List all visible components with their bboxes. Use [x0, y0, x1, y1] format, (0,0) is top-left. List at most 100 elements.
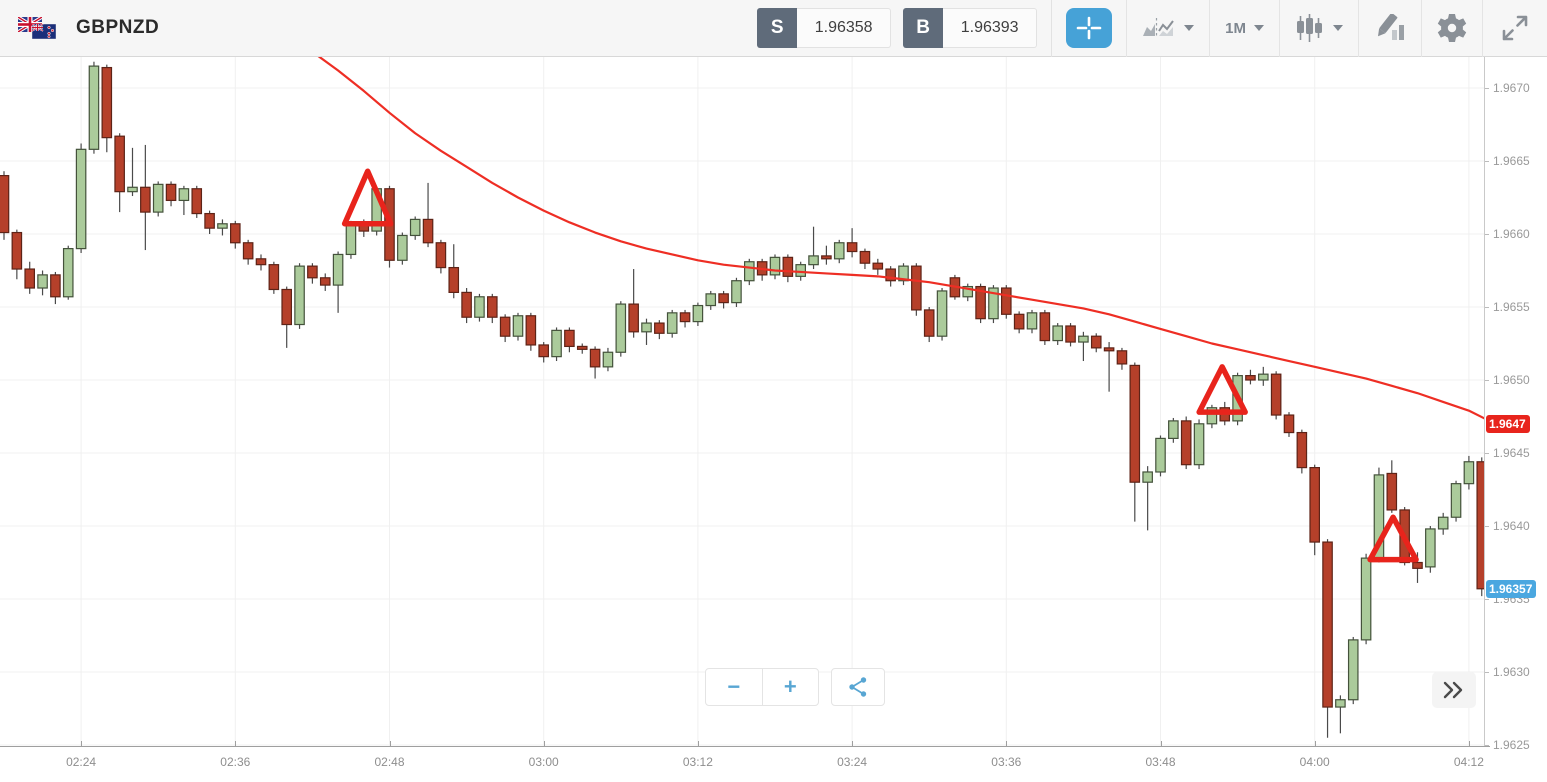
candle: [294, 263, 305, 329]
crosshair-button[interactable]: [1066, 8, 1113, 48]
price-axis-label: 1.9640: [1493, 519, 1530, 533]
sell-button[interactable]: S 1.96358: [757, 8, 892, 48]
candle: [332, 251, 344, 313]
time-axis-label: 02:48: [374, 755, 405, 769]
candle: [1270, 371, 1282, 420]
price-axis-label: 1.9655: [1493, 300, 1530, 314]
candle: [1257, 366, 1269, 386]
candle: [859, 248, 871, 270]
candle: [1129, 362, 1141, 522]
time-axis-tick: [1468, 741, 1470, 747]
time-axis-label: 04:12: [1453, 755, 1484, 769]
candle: [833, 239, 845, 264]
zoom-out-button[interactable]: −: [706, 669, 763, 705]
price-axis-label: 1.9645: [1493, 446, 1530, 460]
time-axis-tick: [697, 741, 699, 747]
candle: [936, 288, 948, 341]
time-axis-tick: [1160, 741, 1162, 747]
candle: [88, 61, 100, 154]
candle: [576, 343, 588, 354]
fullscreen-button[interactable]: [1482, 0, 1547, 57]
price-axis-label: 1.9630: [1493, 665, 1530, 679]
time-axis-tick: [81, 741, 83, 747]
candle: [551, 327, 562, 362]
candle: [1386, 460, 1398, 513]
candle: [75, 143, 87, 253]
candle: [589, 346, 601, 379]
price-chart[interactable]: [0, 57, 1484, 746]
price-axis-label: 1.9660: [1493, 227, 1530, 241]
candle: [217, 219, 228, 236]
trade-marker-triangle[interactable]: [1367, 514, 1419, 563]
candle: [1206, 404, 1218, 429]
candle: [1039, 309, 1051, 345]
candle: [1347, 636, 1359, 705]
candle: [923, 307, 935, 343]
time-axis-label: 03:12: [682, 755, 713, 769]
zoom-controls: − +: [705, 668, 819, 706]
candle: [1476, 457, 1484, 597]
candle: [1078, 331, 1089, 362]
share-icon: [849, 677, 867, 697]
candle: [474, 293, 485, 322]
chart-type-selector[interactable]: [1126, 0, 1209, 57]
candle: [1026, 309, 1038, 334]
trade-marker-triangle[interactable]: [1196, 364, 1248, 415]
time-axis-tick: [543, 741, 545, 747]
candle: [397, 232, 408, 265]
time-axis-label: 03:24: [837, 755, 868, 769]
candle: [615, 301, 627, 357]
time-axis-tick: [1314, 741, 1316, 747]
candle: [1245, 369, 1256, 385]
buy-button[interactable]: B 1.96393: [903, 8, 1038, 48]
candle: [127, 147, 138, 197]
candle: [230, 220, 241, 249]
candle: [1193, 419, 1205, 470]
candle: [0, 171, 10, 240]
time-axis-label: 02:24: [66, 755, 97, 769]
candle: [1335, 695, 1346, 734]
page-title: GBPNZD: [76, 17, 160, 38]
candle: [461, 288, 472, 324]
price-axis-tick: [1485, 234, 1489, 235]
candle: [1013, 311, 1025, 334]
candle: [692, 302, 704, 326]
candle: [345, 220, 357, 259]
order-buttons: S 1.96358 B 1.96393: [757, 8, 1051, 48]
candle: [281, 286, 292, 348]
candle: [666, 309, 678, 338]
candle: [50, 271, 61, 305]
price-axis[interactable]: 1.9670 1.9665 1.9660 1.9655 1.9650 1.9645 1.96…: [1484, 57, 1547, 752]
candle: [114, 133, 125, 213]
trade-marker-triangle[interactable]: [341, 168, 394, 227]
drawing-tools-button[interactable]: [1358, 0, 1421, 57]
candle: [1103, 342, 1115, 392]
candle-style-selector[interactable]: [1279, 0, 1358, 57]
price-axis-tick: [1485, 453, 1489, 454]
interval-selector[interactable]: 1M: [1209, 0, 1279, 57]
candle: [204, 210, 215, 234]
interval-label: 1M: [1225, 19, 1246, 37]
candle: [435, 239, 447, 274]
time-axis[interactable]: 02:24 02:36 02:48 03:00 03:12 03:24 03:36 03:48…: [0, 741, 1490, 782]
candle: [1168, 417, 1179, 443]
candle: [191, 185, 203, 218]
candle: [37, 270, 48, 296]
candle: [705, 290, 717, 310]
ma-price-tag: 1.9647: [1486, 414, 1530, 433]
share-button[interactable]: [831, 668, 885, 706]
candle: [1360, 553, 1372, 645]
time-axis-label: 03:48: [1145, 755, 1176, 769]
zoom-in-button[interactable]: +: [783, 674, 797, 699]
collapse-panel-button[interactable]: [1432, 672, 1476, 708]
candle: [679, 309, 691, 328]
settings-button[interactable]: [1421, 0, 1482, 57]
candle: [24, 261, 35, 294]
candle: [178, 185, 190, 216]
header: GBPNZD S 1.96358 B 1.96393 1M: [0, 0, 1547, 57]
candle: [602, 347, 614, 372]
candle: [140, 144, 151, 251]
candle: [654, 320, 665, 340]
candle: [1450, 480, 1462, 522]
candle: [319, 273, 331, 291]
